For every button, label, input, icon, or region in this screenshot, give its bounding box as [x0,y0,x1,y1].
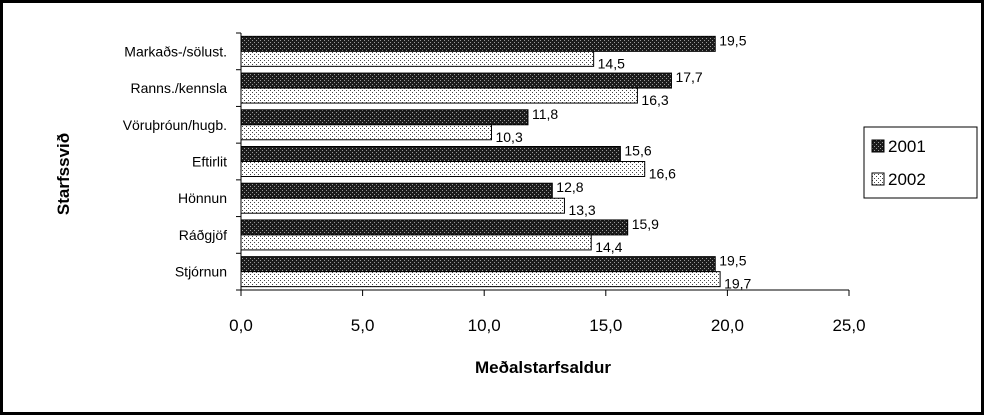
category-label: Hönnun [178,190,227,206]
category-label: Ranns./kennsla [130,80,227,96]
data-label-2002: 10,3 [495,129,522,145]
data-label-2002: 14,5 [598,55,625,71]
category-label: Ráðgjöf [179,227,227,243]
legend-swatch-2002 [871,172,885,186]
category-label: Stjórnun [175,264,227,280]
bar-2001 [240,219,629,236]
bar-2002 [240,87,638,104]
x-tick-label: 0,0 [229,316,253,335]
legend-box [863,126,978,199]
data-label-2002: 14,4 [595,239,622,255]
x-tick-label: 5,0 [351,316,375,335]
data-label-2001: 11,8 [532,106,558,122]
data-label-2001: 15,9 [632,216,659,232]
data-label-2001: 17,7 [675,69,702,85]
data-label-2002: 16,6 [649,166,676,182]
data-label-2001: 19,5 [719,32,746,48]
data-label-2001: 12,8 [556,179,583,195]
bar-2001 [240,72,672,89]
category-label: Markaðs-/sölust. [124,43,227,59]
bar-2001 [240,109,529,126]
y-axis-title: Starfssvið [54,133,73,215]
data-label-2001: 15,6 [624,143,651,159]
bar-2001 [240,182,553,199]
x-tick-label: 10,0 [468,316,501,335]
category-label: Vöruþróun/hugb. [123,117,227,133]
bar-2002 [240,197,565,214]
legend: 2001 2002 [863,126,978,199]
bar-2002 [240,234,592,251]
data-label-2002: 13,3 [568,202,595,218]
legend-swatch-2001 [871,139,885,153]
bar-2002 [240,50,595,67]
bar-2001 [240,146,621,162]
bar-2001 [240,256,716,273]
legend-label-2002: 2002 [888,170,926,189]
legend-label-2001: 2001 [888,137,926,156]
data-label-2002: 16,3 [641,92,668,108]
category-label: Eftirlit [192,154,227,170]
bar-2001 [240,35,716,52]
bar-2002 [240,271,721,288]
plot-area: 0,0 5,0 10,0 15,0 20,0 25,0 Markaðs-/sölust. 19… [123,32,866,335]
x-axis-title: Meðalstarfsaldur [475,358,611,377]
bar-2002 [240,124,492,141]
x-tick-label: 25,0 [832,316,865,335]
x-tick-label: 20,0 [711,316,744,335]
x-tick-label: 15,0 [589,316,622,335]
data-label-2001: 19,5 [719,253,746,269]
bar-2002 [240,161,646,177]
data-label-2002: 19,7 [724,276,751,292]
